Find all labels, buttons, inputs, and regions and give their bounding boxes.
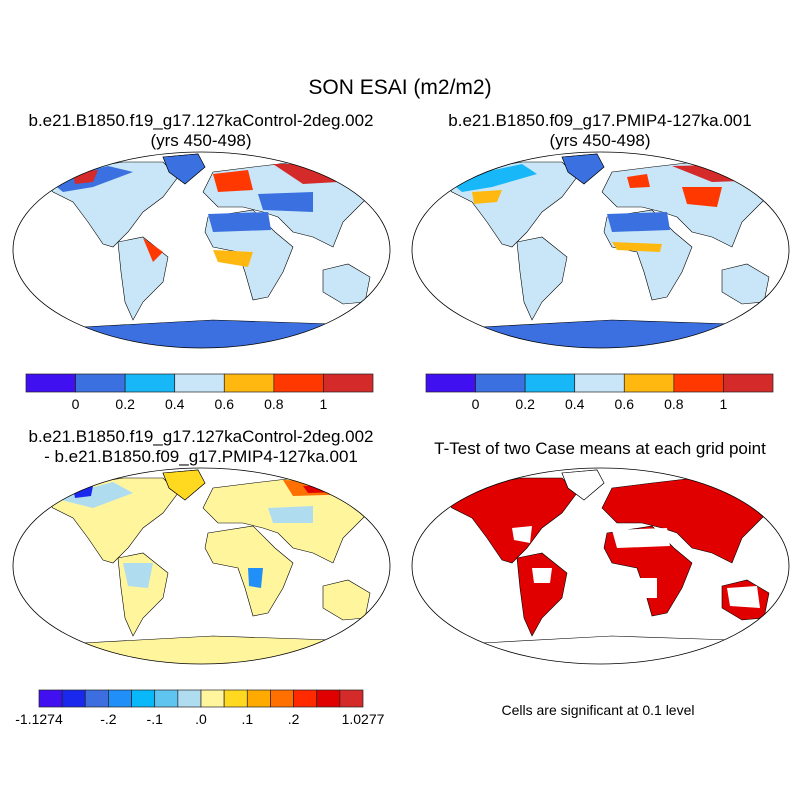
colorbar-label: 0.8	[264, 396, 284, 412]
significance-note: Cells are significant at 0.1 level	[501, 702, 695, 718]
colorbar-box	[84, 689, 109, 708]
figure-title: SON ESAI (m2/m2)	[308, 76, 492, 99]
colorbar-box	[75, 373, 126, 393]
colorbar-label: .1	[241, 711, 254, 727]
panel4-title: T-Test of two Case means at each grid po…	[434, 439, 766, 458]
colorbar-pmip4	[425, 373, 774, 393]
colorbar-difference	[38, 689, 364, 708]
colorbar-label: -.1	[146, 711, 163, 727]
colorbar-box	[246, 689, 271, 708]
map-control	[12, 151, 391, 349]
colorbar-box	[673, 373, 724, 393]
colorbar-box	[270, 689, 294, 708]
colorbar-label: 0	[71, 396, 80, 412]
panel1-title: b.e21.B1850.f19_g17.127kaControl-2deg.00…	[28, 111, 373, 151]
colorbar-box	[131, 689, 156, 708]
colorbar-label: 0.4	[164, 396, 185, 412]
colorbar-box	[38, 689, 63, 708]
colorbar-box	[223, 689, 248, 708]
colorbar-box	[524, 373, 576, 393]
map-ttest	[411, 467, 790, 665]
colorbar-label: -.2	[100, 711, 117, 727]
colorbar-label: 1	[319, 396, 328, 412]
panel3-title-line2: - b.e21.B1850.f09_g17.PMIP4-127ka.001	[44, 447, 358, 466]
map-difference	[12, 467, 391, 665]
colorbar-box	[273, 373, 324, 393]
colorbar-box	[623, 373, 675, 393]
colorbar-box	[154, 689, 179, 708]
colorbar-box	[723, 373, 774, 393]
panel2-title-line1: b.e21.B1850.f09_g17.PMIP4-127ka.001	[448, 111, 752, 130]
colorbar-box	[425, 373, 476, 393]
panel3-title-line1: b.e21.B1850.f19_g17.127kaControl-2deg.00…	[28, 427, 374, 446]
panel1-title-line2: (yrs 450-498)	[150, 131, 252, 150]
colorbar-box	[323, 373, 374, 393]
colorbar-box	[339, 689, 364, 708]
colorbar-box	[223, 373, 275, 393]
colorbar-control	[25, 373, 374, 393]
panel3-title: b.e21.B1850.f19_g17.127kaControl-2deg.00…	[28, 427, 373, 467]
colorbar-box	[174, 373, 225, 393]
colorbar-label: 0	[471, 396, 480, 412]
colorbar-box	[108, 689, 132, 708]
colorbar-box	[475, 373, 526, 393]
colorbar-box	[177, 689, 202, 708]
map-pmip4	[411, 151, 790, 349]
colorbar-label: 0.6	[214, 396, 235, 412]
colorbar-box	[293, 689, 318, 708]
colorbar-box	[124, 373, 176, 393]
colorbar-label: .0	[195, 711, 207, 727]
colorbar-box	[61, 689, 86, 708]
colorbar-label: .2	[287, 711, 300, 727]
panel2-title-line2: (yrs 450-498)	[549, 131, 651, 150]
colorbar-label: 0.2	[515, 396, 535, 412]
colorbar-label: 1.0277	[341, 711, 385, 727]
panel2-title: b.e21.B1850.f09_g17.PMIP4-127ka.001 (yrs…	[448, 111, 751, 151]
colorbar-label: 0.6	[614, 396, 635, 412]
colorbar-label: -1.1274	[15, 711, 63, 727]
colorbar-box	[574, 373, 625, 393]
colorbar-label: 0.8	[664, 396, 684, 412]
colorbar-label: 0.2	[115, 396, 135, 412]
colorbar-box	[316, 689, 341, 708]
panel1-title-line1: b.e21.B1850.f19_g17.127kaControl-2deg.00…	[28, 111, 374, 130]
colorbar-label: 1	[719, 396, 728, 412]
colorbar-label: 0.4	[564, 396, 585, 412]
colorbar-box	[200, 689, 225, 708]
colorbar-box	[25, 373, 76, 393]
